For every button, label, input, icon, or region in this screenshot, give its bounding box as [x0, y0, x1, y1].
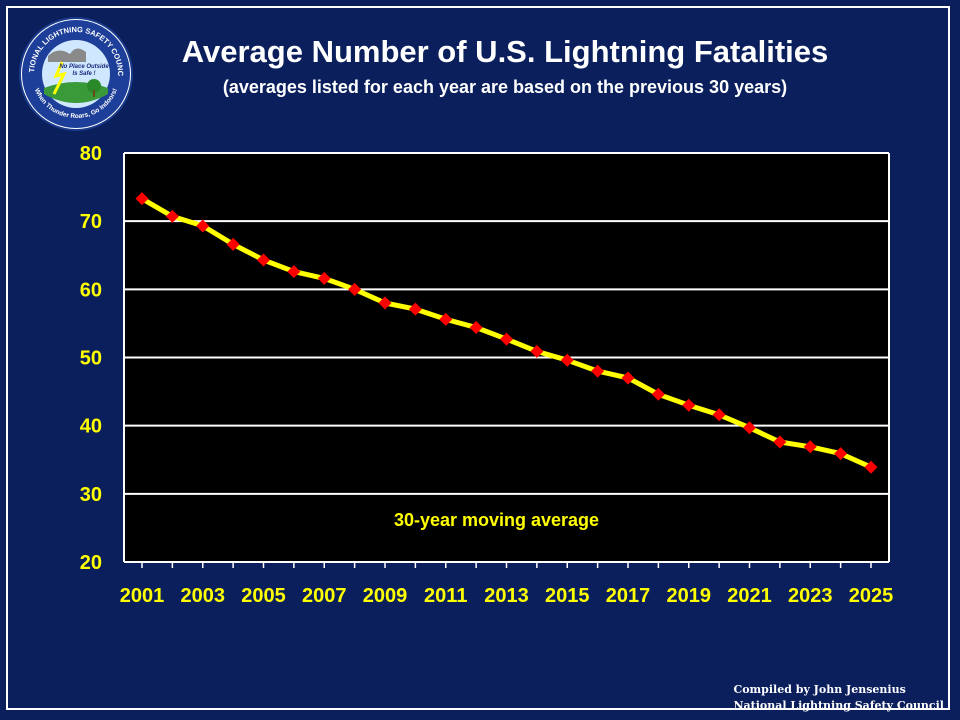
logo-inner-line2: Is Safe !	[72, 71, 95, 77]
data-point-marker	[165, 209, 179, 223]
y-tick-label: 60	[80, 279, 102, 301]
y-tick-label: 20	[80, 552, 102, 574]
data-point-marker	[408, 302, 422, 316]
data-point-marker	[743, 421, 756, 435]
data-point-marker	[773, 435, 787, 449]
x-tick-label: 2019	[667, 585, 712, 607]
y-tick-label: 70	[80, 211, 102, 233]
data-point-marker	[560, 353, 574, 367]
x-tick-label: 2017	[606, 585, 651, 607]
data-point-marker	[348, 282, 362, 296]
x-tick-label: 2015	[545, 585, 590, 607]
data-point-marker	[651, 387, 665, 401]
data-point-marker	[317, 271, 331, 285]
data-point-marker	[378, 296, 392, 310]
x-tick-label: 2011	[424, 585, 467, 607]
y-tick-label: 30	[80, 484, 102, 506]
slide-frame	[6, 6, 950, 710]
x-tick-label: 2003	[181, 585, 226, 607]
y-tick-label: 40	[80, 416, 102, 438]
y-tick-label: 80	[80, 143, 102, 165]
x-tick-label: 2001	[120, 585, 165, 607]
x-tick-label: 2023	[788, 585, 833, 607]
data-point-marker	[439, 312, 453, 326]
credit-line-2: National Lightning Safety Council	[733, 699, 944, 712]
data-point-marker	[500, 332, 513, 346]
y-tick-label: 50	[80, 348, 102, 370]
data-point-marker	[530, 344, 544, 358]
chart-title: Average Number of U.S. Lightning Fatalit…	[181, 34, 829, 69]
data-point-marker	[591, 364, 605, 378]
series-annotation: 30-year moving average	[394, 510, 599, 530]
data-point-marker	[803, 440, 817, 454]
data-point-marker	[469, 321, 483, 335]
data-point-marker	[712, 408, 726, 422]
data-point-marker	[257, 253, 270, 267]
data-point-marker	[287, 265, 301, 279]
credit-line-1: Compiled by John Jensenius	[733, 683, 906, 696]
data-point-marker	[621, 371, 635, 385]
data-point-marker	[682, 398, 696, 412]
x-tick-label: 2007	[302, 585, 347, 607]
data-point-marker	[864, 460, 878, 474]
credit-block: Compiled by John Jensenius National Ligh…	[733, 682, 944, 714]
data-point-marker	[834, 447, 848, 461]
logo-inner-line1: No Place Outside	[59, 64, 109, 70]
data-point-marker	[196, 219, 210, 233]
chart-subtitle: (averages listed for each year are based…	[222, 77, 788, 97]
x-tick-label: 2005	[241, 585, 286, 607]
x-tick-label: 2021	[727, 585, 772, 607]
x-tick-label: 2013	[484, 585, 529, 607]
data-point-marker	[135, 192, 149, 206]
data-point-marker	[226, 237, 240, 251]
x-tick-label: 2009	[363, 585, 408, 607]
council-logo: No Place Outside Is Safe ! NATIONAL LIGH…	[18, 16, 133, 131]
x-tick-label: 2025	[849, 585, 894, 607]
